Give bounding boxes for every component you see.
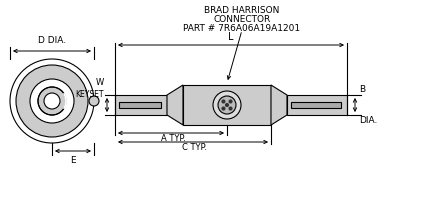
Circle shape: [38, 87, 66, 115]
Bar: [291, 102, 341, 108]
Circle shape: [89, 96, 99, 106]
Bar: [119, 102, 161, 108]
Text: KEYSET: KEYSET: [76, 90, 104, 99]
Bar: [183, 85, 271, 125]
Text: E: E: [70, 156, 76, 165]
Polygon shape: [167, 85, 183, 125]
Bar: [115, 95, 167, 115]
Text: CONNECTOR: CONNECTOR: [213, 15, 271, 24]
Circle shape: [16, 65, 88, 137]
Text: C TYP.: C TYP.: [182, 143, 207, 152]
Text: L: L: [228, 32, 234, 42]
Text: BRAD HARRISON: BRAD HARRISON: [204, 6, 280, 15]
Bar: [287, 95, 347, 115]
Circle shape: [44, 93, 60, 109]
Text: A TYP.: A TYP.: [161, 134, 186, 143]
Circle shape: [222, 107, 225, 110]
Text: W: W: [96, 78, 104, 87]
Text: B: B: [359, 85, 365, 94]
Circle shape: [30, 79, 74, 123]
Circle shape: [229, 100, 232, 103]
Circle shape: [218, 96, 236, 114]
Text: DIA.: DIA.: [359, 116, 377, 125]
Circle shape: [10, 59, 94, 143]
Text: PART # 7R6A06A19A1201: PART # 7R6A06A19A1201: [183, 24, 300, 33]
Circle shape: [229, 107, 232, 110]
Circle shape: [226, 103, 228, 106]
Text: D DIA.: D DIA.: [38, 36, 66, 45]
Circle shape: [222, 100, 225, 103]
Polygon shape: [271, 85, 287, 125]
Circle shape: [213, 91, 241, 119]
